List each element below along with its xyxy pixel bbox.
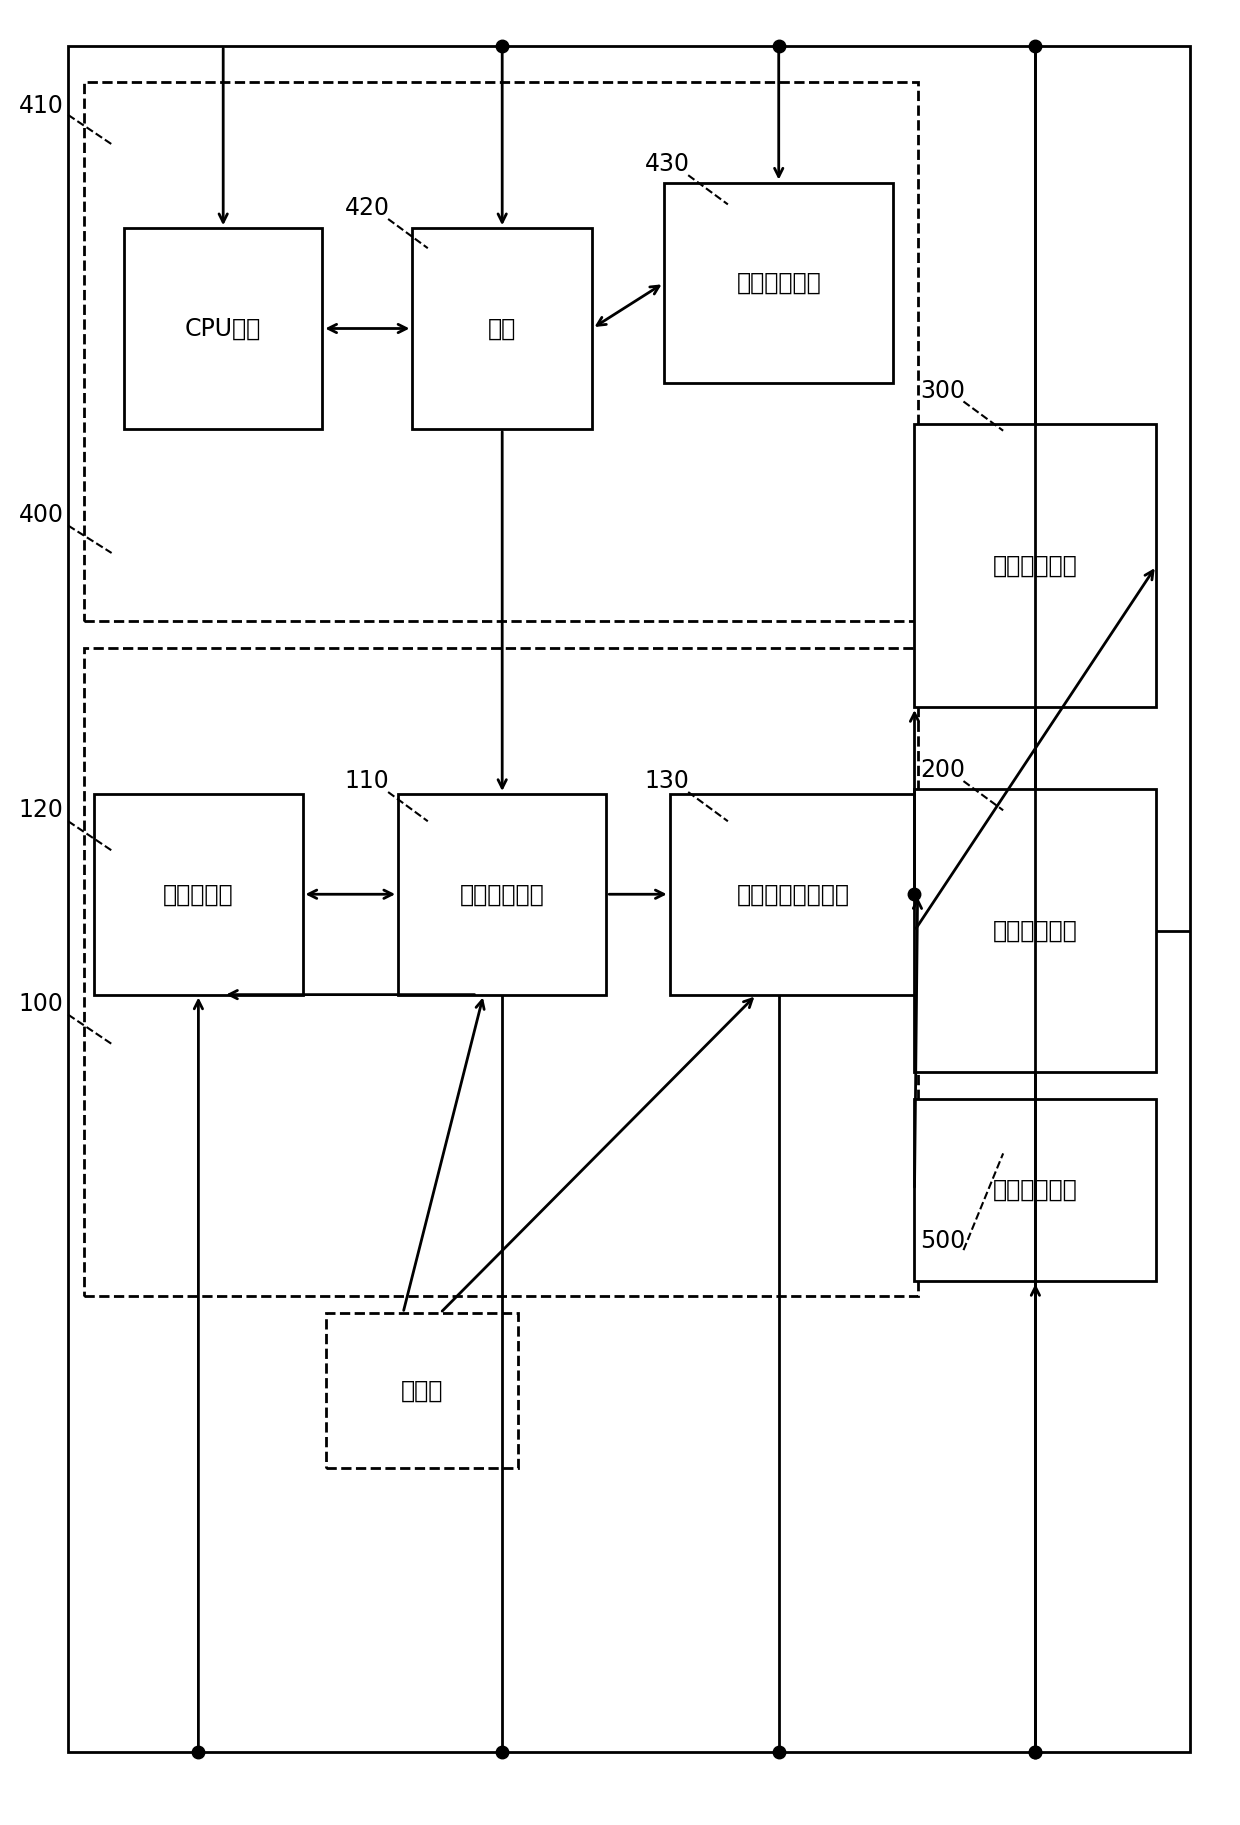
Bar: [665, 182, 893, 383]
Text: 低频时钟模块: 低频时钟模块: [993, 1177, 1078, 1203]
Text: 130: 130: [645, 768, 689, 794]
Bar: [914, 1099, 1156, 1281]
Text: 110: 110: [345, 768, 389, 794]
Bar: [670, 794, 918, 995]
Bar: [124, 228, 322, 429]
Text: 电源管理模块: 电源管理模块: [993, 918, 1078, 944]
Text: 420: 420: [345, 195, 389, 221]
Text: 时钟管理模块: 时钟管理模块: [993, 553, 1078, 579]
Bar: [325, 1314, 517, 1467]
Text: 唤醒逻辑单元: 唤醒逻辑单元: [460, 881, 544, 907]
Text: 400: 400: [19, 502, 63, 527]
Text: 总线: 总线: [489, 316, 516, 341]
Text: 120: 120: [19, 798, 63, 823]
Text: 100: 100: [19, 991, 63, 1017]
Text: 唤醒寄存器: 唤醒寄存器: [164, 881, 233, 907]
Bar: [94, 794, 303, 995]
Text: 300: 300: [920, 378, 965, 403]
Bar: [84, 648, 918, 1296]
Text: 数据存储单元: 数据存储单元: [737, 270, 821, 296]
Bar: [412, 228, 593, 429]
Text: 唤醒源: 唤醒源: [401, 1378, 443, 1403]
Text: CPU单元: CPU单元: [185, 316, 262, 341]
Bar: [914, 425, 1156, 708]
Bar: [398, 794, 606, 995]
Text: 500: 500: [920, 1228, 965, 1254]
Text: 200: 200: [920, 757, 965, 783]
Bar: [914, 788, 1156, 1073]
Bar: [84, 82, 918, 621]
Text: 410: 410: [19, 93, 63, 119]
Text: 控制输出逻辑单元: 控制输出逻辑单元: [737, 881, 851, 907]
Text: 430: 430: [645, 151, 689, 177]
